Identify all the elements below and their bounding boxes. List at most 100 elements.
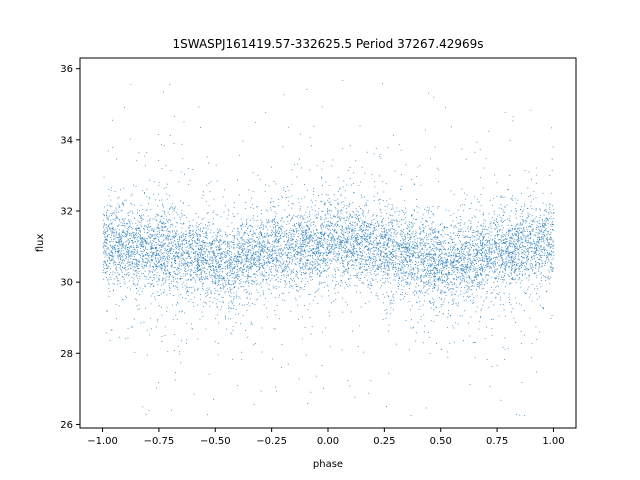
data-point <box>141 190 143 192</box>
data-point <box>527 231 529 233</box>
data-point <box>114 235 116 237</box>
data-point <box>491 253 492 255</box>
data-point <box>105 227 107 229</box>
data-point <box>492 263 494 265</box>
data-point <box>127 247 128 248</box>
data-point <box>314 225 316 227</box>
data-point <box>432 244 434 246</box>
data-point <box>342 148 344 150</box>
data-point <box>167 263 169 265</box>
data-point <box>317 303 319 304</box>
data-point <box>324 221 325 223</box>
data-point <box>551 251 552 253</box>
data-point <box>510 230 512 232</box>
data-point <box>303 289 305 291</box>
data-point <box>292 269 294 270</box>
data-point <box>509 243 511 245</box>
data-point <box>412 253 414 255</box>
data-point <box>454 274 456 275</box>
data-point <box>142 242 144 244</box>
data-point <box>142 259 143 260</box>
data-point <box>183 273 185 275</box>
data-point <box>228 283 230 285</box>
data-point <box>159 256 161 258</box>
data-point <box>511 259 513 261</box>
data-point <box>504 242 505 244</box>
data-point <box>307 226 308 228</box>
data-point <box>198 253 200 255</box>
data-point <box>379 254 381 256</box>
data-point <box>238 262 239 264</box>
data-point <box>215 164 217 166</box>
data-point <box>110 223 112 225</box>
data-point <box>363 259 365 260</box>
data-point <box>278 228 279 230</box>
data-point <box>487 244 489 246</box>
data-point <box>113 245 115 247</box>
data-point <box>358 229 360 231</box>
data-point <box>119 255 121 257</box>
data-point <box>313 188 315 189</box>
data-point <box>246 224 247 226</box>
data-point <box>294 164 295 166</box>
data-point <box>426 283 428 285</box>
data-point <box>478 257 480 259</box>
data-point <box>318 255 320 257</box>
data-point <box>239 242 241 244</box>
data-point <box>133 235 135 236</box>
data-point <box>359 214 361 216</box>
data-point <box>259 241 261 243</box>
data-point <box>489 259 491 261</box>
data-point <box>383 255 385 257</box>
data-point <box>347 264 348 266</box>
data-point <box>429 232 431 234</box>
data-point <box>440 263 442 265</box>
data-point <box>434 266 436 268</box>
data-point <box>231 284 232 286</box>
data-point <box>406 247 408 249</box>
data-point <box>474 151 476 153</box>
data-point <box>425 271 427 273</box>
data-point <box>466 281 467 282</box>
data-point <box>410 236 412 238</box>
data-point <box>411 253 413 255</box>
data-point <box>353 256 355 258</box>
data-point <box>229 257 231 259</box>
data-point <box>434 263 436 264</box>
data-point <box>320 266 322 268</box>
data-point <box>481 246 483 247</box>
data-point <box>480 260 482 261</box>
data-point <box>535 264 536 266</box>
data-point <box>304 222 306 223</box>
data-point <box>233 238 235 240</box>
data-point <box>152 254 154 256</box>
data-point <box>270 251 272 252</box>
data-point <box>352 183 354 184</box>
data-point <box>529 231 530 233</box>
data-point <box>413 251 415 253</box>
data-point <box>525 240 526 242</box>
data-point <box>151 245 153 247</box>
data-point <box>144 240 146 242</box>
data-point <box>313 230 315 232</box>
data-point <box>143 237 145 239</box>
data-point <box>459 231 461 233</box>
data-point <box>422 239 424 241</box>
data-point <box>305 255 307 257</box>
data-point <box>243 265 244 267</box>
data-point <box>200 252 202 254</box>
data-point <box>495 235 497 237</box>
data-point <box>382 319 384 320</box>
data-point <box>321 272 322 274</box>
data-point <box>202 257 204 259</box>
data-point <box>544 248 546 250</box>
data-point <box>323 261 324 263</box>
data-point <box>156 219 157 221</box>
data-point <box>352 260 354 262</box>
data-point <box>401 289 403 291</box>
data-point <box>310 333 312 335</box>
data-point <box>146 241 148 243</box>
data-point <box>501 229 503 231</box>
data-point <box>385 278 387 279</box>
data-point <box>503 249 505 251</box>
